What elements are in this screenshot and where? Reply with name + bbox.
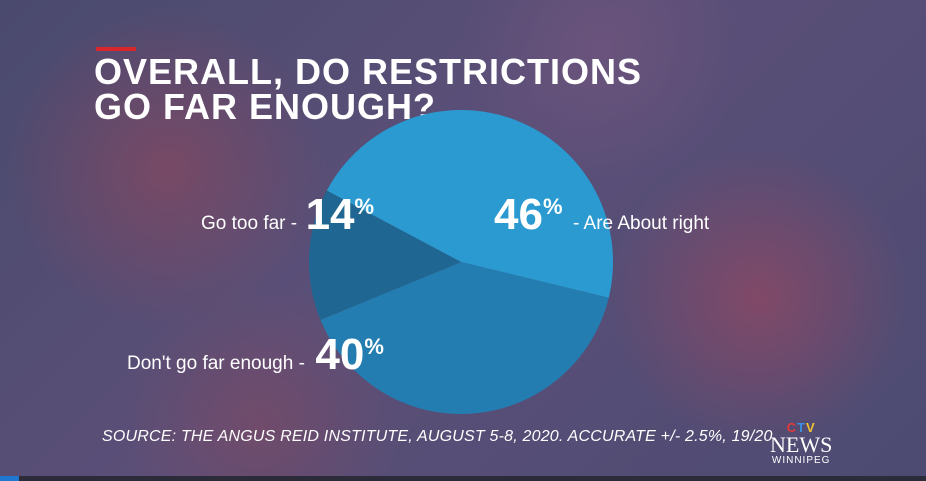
- label-not-enough: Don't go far enough -: [127, 353, 305, 374]
- chart-title-line-1: OVERALL, DO RESTRICTIONS: [94, 51, 643, 92]
- chart-title-line-2: GO FAR ENOUGH?: [94, 86, 437, 127]
- slice-too-far: [309, 190, 461, 320]
- label-too-far: Go too far -: [201, 213, 298, 234]
- slice-label-not-enough: Don't go far enough - 40%: [127, 330, 384, 380]
- pct-too-far: 14%: [305, 190, 375, 239]
- pct-about-right: 46%: [494, 190, 563, 239]
- ctv-letters: CTV: [786, 420, 816, 435]
- video-progress-bar[interactable]: [0, 476, 926, 481]
- video-progress-fill: [0, 476, 19, 481]
- source-note: SOURCE: THE ANGUS REID INSTITUTE, AUGUST…: [102, 428, 773, 445]
- title-accent-bar: [96, 47, 136, 51]
- slice-label-about-right: 46% - Are About right: [494, 190, 709, 240]
- chart-title: OVERALL, DO RESTRICTIONS GO FAR ENOUGH?: [94, 51, 643, 127]
- logo-city-text: WINNIPEG: [771, 455, 831, 466]
- slice-not-enough: [320, 262, 609, 414]
- slice-about-right: [326, 109, 614, 298]
- pct-not-enough: 40%: [315, 330, 384, 379]
- slice-label-too-far: Go too far - 14%: [201, 190, 374, 240]
- label-about-right: - Are About right: [572, 213, 710, 234]
- ctv-news-logo: CTV NEWS WINNIPEG: [770, 420, 832, 466]
- logo-news-text: NEWS: [770, 432, 833, 457]
